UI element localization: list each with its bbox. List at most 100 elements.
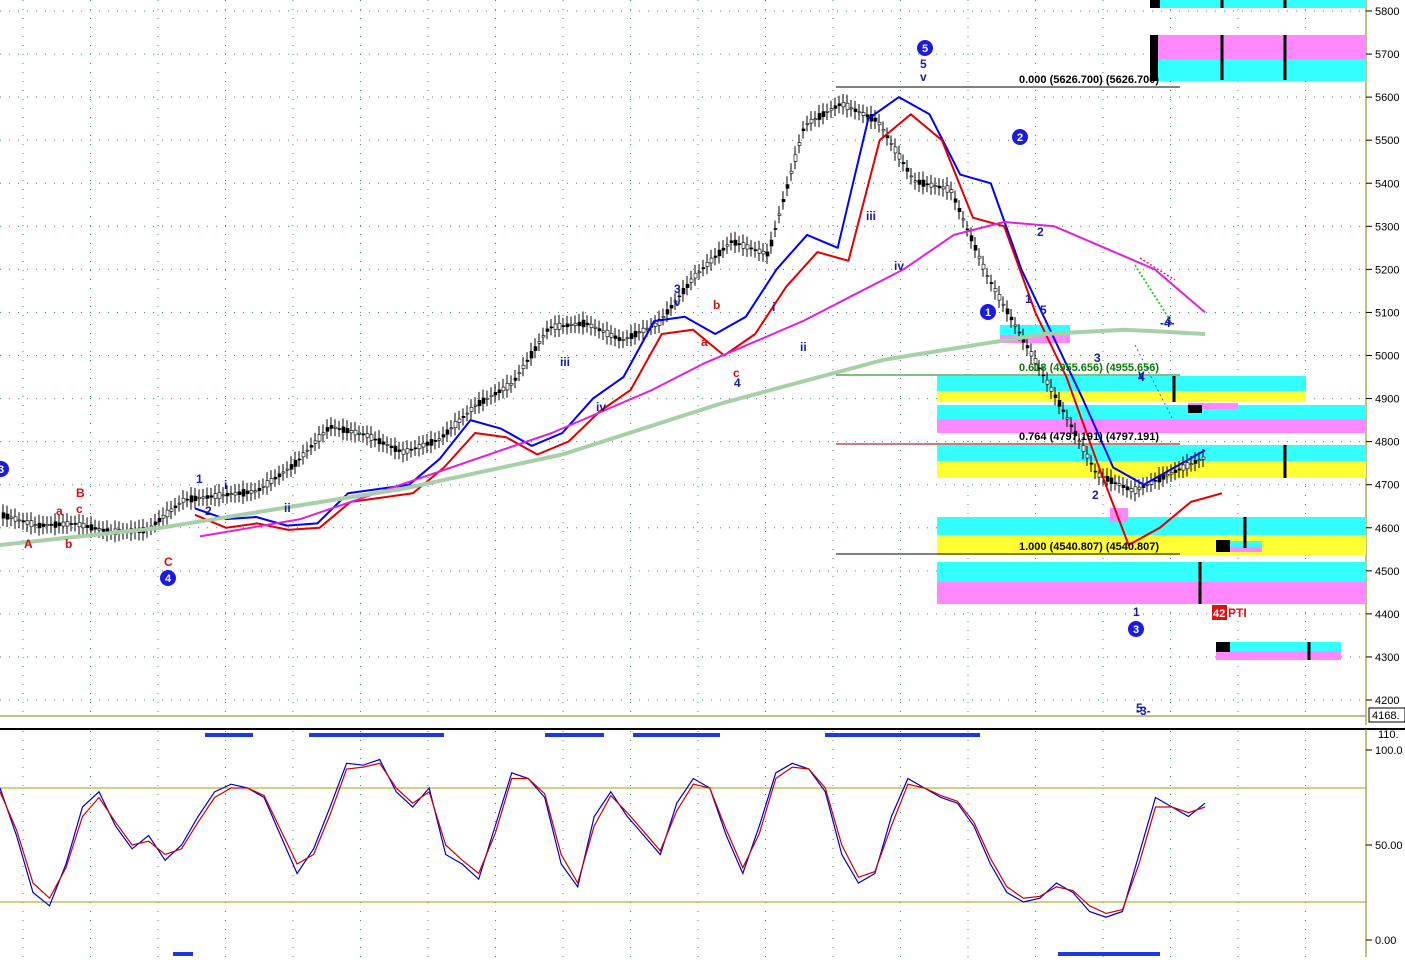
candle-body-17 [69, 523, 74, 525]
candle-body-47 [189, 495, 194, 503]
candle-body-25 [101, 528, 106, 532]
candle-body-88 [353, 429, 358, 436]
wave-label-blue-5: ii [284, 501, 291, 515]
price-axis-label-13: 4500 [1375, 566, 1399, 578]
candle-body-242 [969, 235, 974, 242]
candle-body-181 [725, 244, 730, 247]
candle-body-233 [933, 185, 938, 187]
wave-label-blue-7: v [674, 295, 681, 309]
candle-body-249 [997, 294, 1002, 301]
candle-body-238 [953, 198, 958, 203]
candle-body-149 [597, 328, 602, 332]
wave-label-blue-23: 5 [1136, 701, 1143, 715]
candle-body-85 [341, 426, 346, 433]
candle-body-19 [77, 522, 82, 528]
candle-body-297 [1189, 463, 1194, 466]
candle-body-281 [1125, 486, 1130, 491]
candle-body-86 [345, 428, 350, 434]
candle-body-97 [389, 445, 394, 448]
candle-body-54 [217, 492, 222, 500]
wave-label-blue-20: 1 [1133, 605, 1140, 619]
candle-body-221 [885, 135, 890, 139]
candle-body-182 [729, 240, 734, 243]
candle-body-7 [29, 520, 34, 528]
wave-label-red-1: a [56, 504, 63, 518]
candle-body-46 [185, 498, 190, 501]
fib-label-1000: 1.000 (4540.807) (4540.807) [1019, 541, 1159, 553]
candle-body-87 [349, 430, 354, 434]
osc-levels [0, 787, 1366, 903]
candle-body-169 [677, 295, 682, 298]
candle-body-216 [865, 114, 870, 118]
candle-body-58 [233, 492, 238, 496]
fib-zone-16 [1216, 651, 1341, 660]
candle-body-219 [877, 121, 882, 126]
candle-body-21 [85, 525, 90, 528]
candle-body-279 [1117, 483, 1122, 486]
candle-body-286 [1145, 484, 1150, 486]
candle-body-291 [1165, 474, 1170, 477]
candle-body-53 [213, 493, 218, 499]
wave-label-red-6: a [701, 335, 708, 349]
wave-label-blue-15: 5 [1040, 303, 1047, 317]
osc-axis-label-0: 100.0 [1375, 745, 1403, 757]
fib-zone-8 [937, 461, 1366, 478]
candle-body-212 [849, 107, 854, 110]
candle-body-41 [165, 509, 170, 518]
candle-body-180 [721, 247, 726, 251]
candle-body-160 [641, 327, 646, 333]
circled-wave-label-5: 3 [1133, 624, 1139, 636]
candle-body-121 [485, 397, 490, 400]
candle-body-170 [681, 288, 686, 295]
candle-body-271 [1085, 453, 1090, 459]
candle-body-215 [861, 112, 866, 116]
candle-body-153 [613, 335, 618, 339]
fib-zone-5 [937, 405, 1366, 419]
candle-body-10 [41, 523, 46, 527]
candle-body-300 [1201, 456, 1206, 460]
candle-body-142 [569, 324, 574, 326]
candle-body-16 [65, 521, 70, 527]
candle-body-73 [293, 459, 298, 467]
fib-zone-20 [1110, 508, 1128, 522]
candle-body-144 [577, 321, 582, 327]
wave-label-blue-13: iii [866, 209, 876, 223]
candle-body-66 [265, 480, 270, 488]
candle-body-146 [585, 322, 590, 326]
candle-body-186 [745, 244, 750, 250]
zone-marker-2 [1216, 642, 1230, 652]
wave-label-blue-11: i [772, 300, 775, 314]
candle-body-113 [453, 421, 458, 428]
candle-body-12 [49, 523, 54, 526]
candle-body-295 [1181, 464, 1186, 471]
wave-label-blue-4: i [224, 478, 227, 492]
candle-body-188 [753, 249, 758, 251]
candle-body-109 [437, 438, 442, 441]
candle-body-296 [1185, 462, 1190, 470]
candle-body-115 [461, 415, 466, 419]
candle-body-44 [177, 502, 182, 505]
candle-body-272 [1089, 462, 1094, 465]
candle-body-38 [153, 521, 158, 526]
candle-body-96 [385, 444, 390, 446]
candle-body-161 [645, 327, 650, 330]
candle-body-68 [273, 476, 278, 480]
candle-body-246 [985, 275, 990, 277]
candle-body-127 [509, 383, 514, 386]
projection-line-magenta [1139, 257, 1176, 281]
candle-body-177 [709, 257, 714, 264]
candle-body-235 [941, 186, 946, 190]
candle-body-15 [61, 521, 66, 527]
circled-wave-label-2: 5 [922, 43, 928, 55]
candle-body-193 [773, 228, 778, 230]
price-axis-label-6: 5200 [1375, 264, 1399, 276]
candle-body-166 [665, 309, 670, 315]
candle-body-200 [801, 128, 806, 132]
fib-zone-19 [1216, 547, 1262, 552]
wave-label-blue-22: 4 [1138, 370, 1145, 384]
candle-body-42 [169, 508, 174, 512]
candle-body-191 [765, 251, 770, 257]
candle-body-187 [749, 247, 754, 250]
candle-body-147 [589, 323, 594, 328]
wave-label-dash-4: -4- [1160, 316, 1175, 330]
